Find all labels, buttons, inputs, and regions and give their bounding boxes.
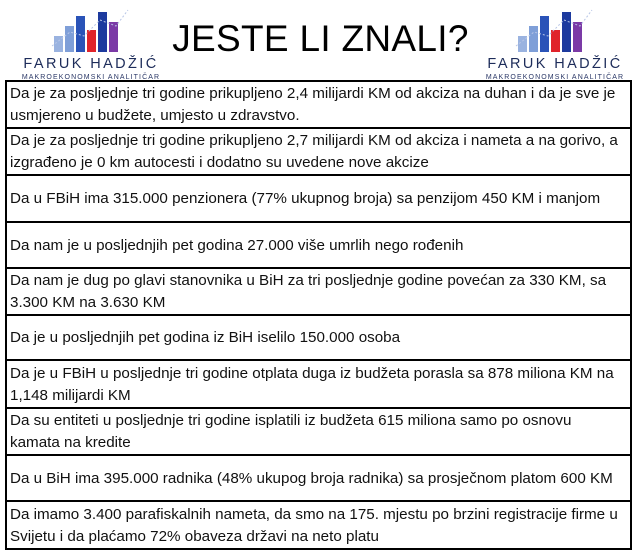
fact-row: Da je za posljednje tri godine prikuplje… [5, 82, 632, 129]
fact-row: Da nam je u posljednjih pet godina 27.00… [5, 223, 632, 269]
fact-row: Da su entiteti u posljednje tri godine i… [5, 409, 632, 456]
fact-text: Da u FBiH ima 315.000 penzionera (77% uk… [10, 190, 601, 207]
fact-row: Da je u posljednjih pet godina iz BiH is… [5, 316, 632, 361]
fact-text: Da je za posljednje tri godine prikuplje… [10, 85, 616, 124]
fact-row: Da je za posljednje tri godine prikuplje… [5, 129, 632, 176]
bar-chart-logo-icon [515, 9, 593, 52]
bar-chart-logo-icon [51, 9, 129, 52]
fact-text: Da u BiH ima 395.000 radnika (48% ukupog… [10, 469, 613, 487]
fact-row: Da u FBiH ima 315.000 penzionera (77% uk… [5, 176, 632, 223]
logo-left: FARUK HADŽIĆ MAKROEKONOMSKI ANALITIČAR [16, 6, 166, 82]
fact-text: Da imamo 3.400 parafiskalnih nameta, da … [10, 505, 618, 545]
logo-subtitle: MAKROEKONOMSKI ANALITIČAR [485, 74, 625, 81]
facts-table: Da je za posljednje tri godine prikuplje… [5, 80, 632, 550]
fact-text: Da nam je dug po glavi stanovnika u BiH … [10, 272, 607, 311]
fact-row: Da nam je dug po glavi stanovnika u BiH … [5, 269, 632, 316]
fact-row: Da u BiH ima 395.000 radnika (48% ukupog… [5, 456, 632, 502]
fact-text: Da je u posljednjih pet godina iz BiH is… [10, 329, 401, 346]
fact-text: Da nam je u posljednjih pet godina 27.00… [10, 236, 464, 254]
header: FARUK HADŽIĆ MAKROEKONOMSKI ANALITIČAR J… [0, 0, 639, 86]
page-title: JESTE LI ZNALI? [172, 18, 469, 59]
logo-name: FARUK HADŽIĆ [487, 56, 623, 72]
fact-row: Da je u FBiH u posljednje tri godine otp… [5, 361, 632, 409]
logo-name: FARUK HADŽIĆ [23, 56, 159, 72]
fact-text: Da je u FBiH u posljednje tri godine otp… [10, 364, 614, 404]
fact-row: Da imamo 3.400 parafiskalnih nameta, da … [5, 502, 632, 550]
logo-subtitle: MAKROEKONOMSKI ANALITIČAR [21, 74, 161, 81]
logo-right: FARUK HADŽIĆ MAKROEKONOMSKI ANALITIČAR [480, 6, 630, 82]
fact-text: Da je za posljednje tri godine prikuplje… [10, 132, 618, 171]
fact-text: Da su entiteti u posljednje tri godine i… [10, 412, 572, 451]
